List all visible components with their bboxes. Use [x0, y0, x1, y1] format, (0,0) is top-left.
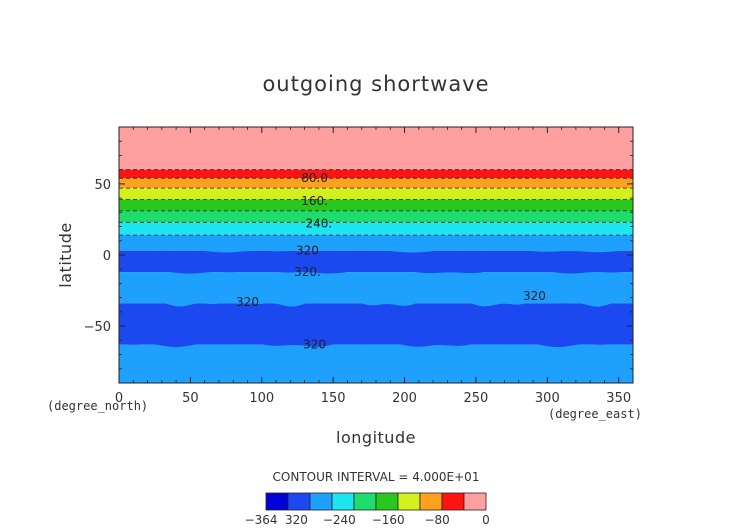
- colorbar-swatch: [375, 492, 399, 511]
- x-tick-label: 200: [392, 391, 417, 406]
- contour-band: [119, 127, 633, 170]
- x-tick-label: 150: [321, 391, 346, 406]
- x-axis-ticks: 0 50 100 150 200 250 300 350: [115, 127, 631, 406]
- chart-title: outgoing shortwave: [262, 72, 489, 96]
- contour-interval-text: CONTOUR INTERVAL = 4.000E+01: [273, 470, 480, 484]
- contour-label: 320: [303, 338, 326, 352]
- contour-region: [119, 242, 633, 253]
- contour-region: [119, 336, 633, 348]
- x-tick-label: 250: [464, 391, 489, 406]
- colorbar-swatch: [353, 492, 377, 511]
- contour-label: 80.0: [301, 171, 328, 185]
- colorbar-tick-labels: −364 320 −240 −160 −80 0: [245, 513, 490, 527]
- contour-label: 320.: [294, 265, 321, 279]
- contour-fill-irregular-regions: [119, 242, 633, 348]
- colorbar-tick-label: 320: [285, 513, 308, 527]
- contour-label: 320: [296, 244, 319, 258]
- colorbar-swatch: [397, 492, 421, 511]
- y-units-label: (degree_north): [47, 399, 148, 413]
- colorbar-tick-label: 0: [482, 513, 490, 527]
- x-tick-label: 350: [606, 391, 631, 406]
- contour-region: [119, 294, 633, 307]
- colorbar-tick-label: −364: [245, 513, 278, 527]
- x-axis-label: longitude: [336, 428, 416, 447]
- contour-label: 240.: [306, 217, 333, 231]
- contour-band: [119, 199, 633, 211]
- x-tick-label: 100: [249, 391, 274, 406]
- x-tick-label: 300: [535, 391, 560, 406]
- y-axis-label: latitude: [56, 222, 75, 287]
- y-tick-label: −50: [84, 320, 111, 335]
- contour-lines: [119, 169, 633, 236]
- contour-band: [119, 188, 633, 200]
- y-tick-label: 0: [103, 249, 111, 264]
- colorbar-swatch: [419, 492, 443, 511]
- contour-band: [119, 210, 633, 223]
- colorbar-swatch: [463, 492, 487, 511]
- colorbar-swatch: [309, 492, 333, 511]
- contour-labels: 80.0 160. 240. 320 320. 320 320 320: [236, 171, 546, 351]
- colorbar-swatch: [287, 492, 311, 511]
- contour-band: [119, 222, 633, 236]
- colorbar-swatch: [441, 492, 465, 511]
- contour-region: [119, 263, 633, 274]
- colorbar-tick-label: −80: [424, 513, 449, 527]
- plot-area: 80.0 160. 240. 320 320. 320 320 320: [119, 127, 633, 383]
- colorbar-tick-label: −160: [372, 513, 405, 527]
- x-units-label: (degree_east): [548, 407, 642, 421]
- x-tick-label: 0: [115, 391, 123, 406]
- contour-label: 160.: [301, 194, 328, 208]
- contour-label: 320: [236, 295, 259, 309]
- contour-band: [119, 178, 633, 189]
- contour-band: [119, 169, 633, 179]
- y-axis-ticks: −50 0 50: [84, 140, 633, 370]
- y-tick-label: 50: [94, 178, 111, 193]
- x-tick-label: 50: [182, 391, 199, 406]
- colorbar-tick-label: −240: [323, 513, 356, 527]
- colorbar: [265, 492, 487, 511]
- colorbar-swatch: [265, 492, 289, 511]
- contour-band: [119, 344, 633, 383]
- colorbar-swatch: [331, 492, 355, 511]
- contour-label: 320: [523, 289, 546, 303]
